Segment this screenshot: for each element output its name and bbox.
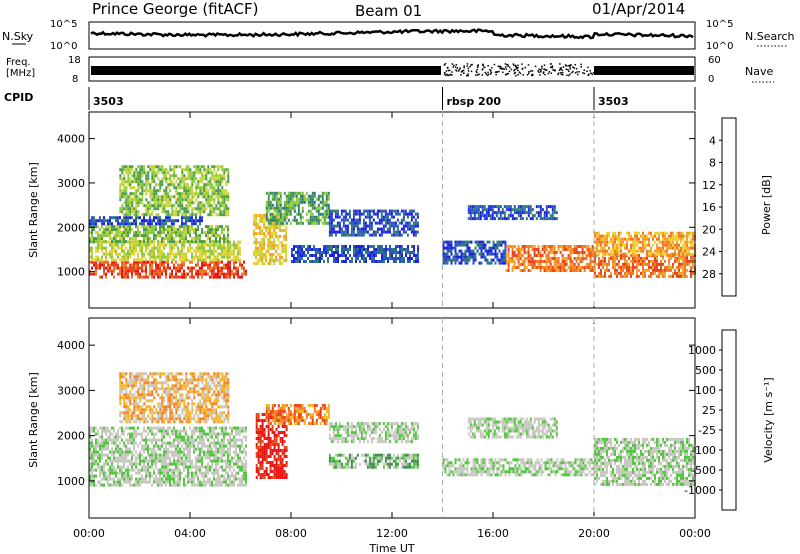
echo-band-1-3 — [265, 404, 330, 425]
colorbar-tick-1-0: 1000 — [688, 344, 716, 357]
echo-band-1-8 — [594, 437, 696, 486]
cpid-boundaries — [442, 112, 595, 518]
noise-right-tick-top: 10^5 — [706, 19, 733, 30]
echo-band-0-8 — [291, 245, 419, 263]
date-title: 01/Apr/2014 — [592, 0, 685, 18]
echo-band-0-4 — [119, 165, 230, 217]
nave-dots — [443, 63, 595, 77]
colorbar-tick-0-3: 16 — [702, 201, 716, 214]
time-tick-4: 16:00 — [477, 527, 509, 540]
noise-right-label: N.Search — [745, 30, 795, 43]
time-tick-6: 00:00 — [679, 527, 711, 540]
power-ylabel: Slant Range [km] — [27, 162, 40, 258]
ytick-1-1: 2000 — [57, 430, 85, 443]
colorbar-tick-0-6: 28 — [702, 268, 716, 281]
velocity-echoes — [89, 372, 696, 487]
ytick-0-3: 4000 — [57, 133, 85, 146]
time-tick-0: 00:00 — [73, 527, 105, 540]
velocity-colorbar: 1000 500 100 25 -25 -100 -500 -1000 — [684, 329, 737, 511]
echo-band-0-7 — [328, 209, 419, 237]
colorbar-tick-1-4: -25 — [698, 424, 716, 437]
nave-tick-top: 60 — [708, 55, 721, 66]
freq-bar-3503-a — [91, 66, 441, 75]
nave-label: Nave — [745, 65, 773, 78]
ytick-0-2: 3000 — [57, 177, 85, 190]
colorbar-tick-1-5: -100 — [691, 444, 716, 457]
nave-tick-bottom: 0 — [708, 74, 714, 85]
time-axis-label: Time UT — [368, 542, 414, 554]
echo-band-0-6 — [265, 191, 330, 225]
time-tick-1: 04:00 — [174, 527, 206, 540]
cpid-row: CPID 3503 rbsp 200 3503 — [4, 87, 696, 110]
colorbar-tick-1-3: 25 — [702, 404, 716, 417]
cpid-segment-0: 3503 — [93, 95, 124, 108]
colorbar-tick-1-2: 100 — [695, 384, 716, 397]
noise-right-tick-bottom: 10^0 — [706, 41, 733, 52]
cpid-segment-1: rbsp 200 — [447, 95, 502, 108]
colorbar-tick-0-5: 24 — [702, 246, 716, 259]
cpid-label: CPID — [4, 91, 33, 104]
freq-tick-top: 18 — [68, 55, 81, 66]
colorbar-tick-0-0: 4 — [709, 134, 716, 147]
time-tick-3: 12:00 — [376, 527, 408, 540]
freq-label-1: Freq. — [6, 57, 31, 68]
echo-band-0-11 — [505, 245, 596, 272]
ytick-0-0: 1000 — [57, 266, 85, 279]
cpid-segment-2: 3503 — [598, 95, 629, 108]
velocity-panel: 1000 2000 3000 4000 Slant Range [km] 1000 50… — [27, 317, 775, 519]
freq-bar-3503-b — [594, 66, 694, 75]
velocity-ylabel: Slant Range [km] — [27, 372, 40, 468]
freq-tick-bottom: 8 — [72, 74, 78, 85]
velocity-colorbar-label: Velocity [m s⁻¹] — [762, 377, 775, 462]
time-axis: 00:00 04:00 08:00 12:00 16:00 20:00 00:00 — [73, 112, 711, 540]
beam-title: Beam 01 — [355, 2, 422, 20]
colorbar-tick-0-4: 20 — [702, 223, 716, 236]
freq-label-2: [MHz] — [6, 68, 35, 79]
power-colorbar: 4 8 12 16 20 24 28 — [702, 117, 737, 297]
echo-band-1-7 — [467, 417, 558, 439]
echo-band-0-0 — [89, 260, 247, 279]
colorbar-tick-0-1: 8 — [709, 157, 716, 170]
freq-panel: Freq. [MHz] 18 8 60 0 Nave — [6, 55, 774, 85]
ytick-1-3: 4000 — [57, 339, 85, 352]
colorbar-tick-1-7: -1000 — [684, 484, 716, 497]
echo-band-0-2 — [89, 225, 229, 244]
time-tick-5: 20:00 — [578, 527, 610, 540]
echo-band-1-2 — [255, 413, 288, 479]
echo-band-0-13 — [594, 231, 696, 256]
power-colorbar-label: Power [dB] — [760, 175, 773, 235]
echo-band-1-1 — [119, 372, 230, 424]
noise-left-tick-bottom: 10^0 — [50, 41, 77, 52]
noise-trace — [90, 28, 694, 40]
echo-band-0-3 — [89, 216, 203, 226]
colorbar-tick-0-2: 12 — [702, 179, 716, 192]
echo-band-1-4 — [328, 422, 419, 444]
echo-band-1-0 — [89, 426, 247, 487]
noise-panel: N.Sky 10^5 10^0 10^5 10^0 N.Search — [2, 19, 795, 52]
ytick-1-0: 1000 — [57, 475, 85, 488]
echo-band-0-10 — [467, 205, 558, 221]
station-title: Prince George (fitACF) — [92, 0, 258, 18]
power-panel: 1000 2000 3000 4000 Slant Range [km] 4 8 12 16… — [27, 111, 773, 309]
echo-band-1-6 — [442, 458, 595, 477]
power-echoes — [89, 165, 696, 279]
colorbar-tick-1-6: -500 — [691, 464, 716, 477]
time-tick-2: 08:00 — [275, 527, 307, 540]
echo-band-0-5 — [253, 214, 288, 265]
ytick-0-1: 2000 — [57, 221, 85, 234]
echo-band-0-9 — [442, 240, 507, 265]
noise-left-label: N.Sky — [2, 30, 34, 43]
ytick-1-2: 3000 — [57, 384, 85, 397]
colorbar-tick-1-1: 500 — [695, 364, 716, 377]
noise-left-tick-top: 10^5 — [50, 19, 77, 30]
echo-band-1-5 — [328, 453, 419, 469]
